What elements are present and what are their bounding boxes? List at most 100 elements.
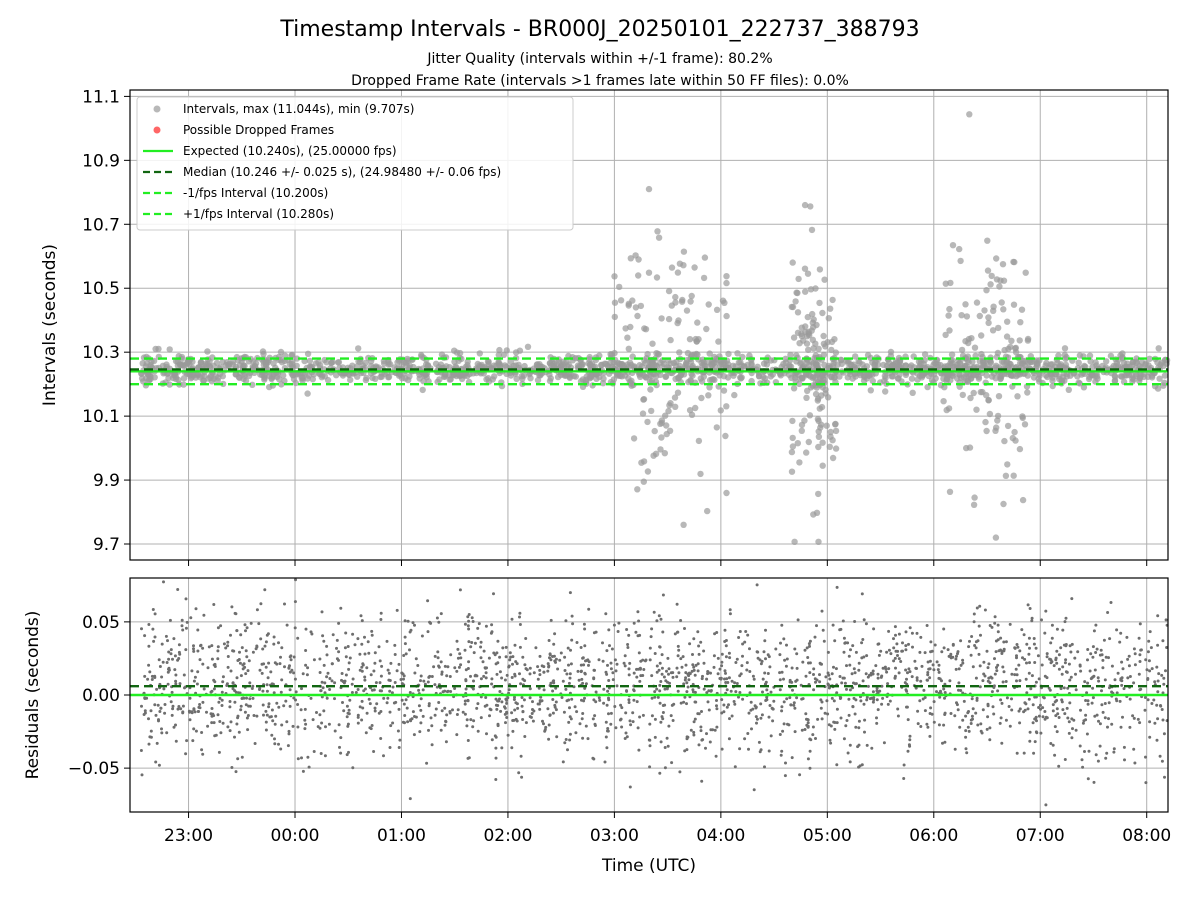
residual-point [1061,665,1065,669]
residual-point [1094,651,1098,654]
interval-point [166,381,173,388]
residual-point [839,716,843,720]
residual-point [658,683,662,687]
residual-point [798,773,802,777]
residual-point [691,653,694,656]
residual-point [554,700,558,704]
residual-point [881,666,885,670]
interval-point [1160,382,1167,389]
residual-point [954,657,958,661]
residual-point [1018,721,1022,725]
residual-point [1049,658,1053,662]
residual-point [841,619,845,623]
interval-point [805,438,812,446]
residual-point [347,750,350,754]
x-tick-label: 08:00 [1122,826,1171,846]
residual-point [147,717,150,721]
residual-point [567,663,570,667]
residual-point [1067,720,1071,724]
residual-point [743,737,747,741]
residual-point [147,742,151,746]
residual-point [720,698,724,702]
residual-point [1115,691,1119,695]
residual-point [853,620,857,623]
residual-point [1068,701,1072,705]
residual-point [174,723,177,727]
residual-point [160,731,164,735]
interval-point [908,375,916,382]
residual-point [546,662,550,666]
residual-point [299,708,303,712]
residual-point [1152,698,1156,702]
residual-point [808,644,811,648]
residual-point [1119,631,1123,635]
residual-point [160,727,163,731]
interval-point [596,352,603,359]
residual-point [1039,731,1043,735]
residual-point [351,632,355,636]
interval-point [869,359,876,366]
residual-point [466,624,470,628]
residual-point [524,721,528,725]
residual-point [828,738,832,742]
interval-point [789,259,796,266]
residual-point [795,678,799,682]
interval-point [693,350,700,358]
residual-point [195,682,199,686]
residual-point [274,714,278,718]
interval-point [289,351,296,359]
residual-point [1091,686,1095,690]
residual-point [552,642,556,646]
residual-point [395,669,399,673]
residual-point [1148,735,1152,739]
residual-point [235,722,239,726]
residual-point [685,690,689,694]
residual-point [1013,646,1017,650]
interval-point [704,507,711,515]
residual-point [691,688,695,692]
residual-point [666,744,670,748]
interval-point [666,402,673,409]
residual-point [568,706,571,710]
residual-point [1057,653,1061,657]
interval-point [815,490,822,498]
residual-point [220,704,224,707]
interval-point [1055,352,1062,359]
residual-point [761,690,764,694]
residual-point [1099,648,1103,652]
interval-point [1161,372,1169,379]
residual-point [808,749,812,753]
interval-point [790,334,798,341]
residual-point [408,797,412,801]
residual-point [578,722,582,726]
residual-point [365,711,369,715]
interval-point [1049,377,1056,384]
residual-point [680,665,684,669]
residual-point [967,729,971,733]
residual-point [767,715,771,719]
residual-point [853,671,857,675]
residual-point [463,699,467,703]
residual-point [1095,713,1099,717]
residual-point [1066,686,1070,690]
interval-point [198,372,205,379]
residual-point [325,696,329,700]
residual-point [1076,650,1080,654]
residual-point [823,711,827,715]
residual-point [967,710,970,713]
residual-point [964,714,968,718]
interval-point [958,312,965,319]
intervals-y-tick-label: 10.1 [82,407,120,427]
residual-point [964,735,968,739]
interval-point [293,355,301,362]
residual-point [258,688,261,691]
residual-point [344,631,348,635]
residual-point [386,668,390,672]
residual-point [528,696,532,700]
residual-point [296,757,300,761]
residual-point [724,639,728,642]
residual-point [636,726,640,730]
interval-point [962,355,970,362]
residual-point [511,655,515,659]
residual-point [423,682,427,686]
